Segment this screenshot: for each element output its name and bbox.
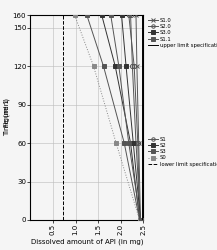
Y-axis label: Time (min): Time (min) (3, 98, 10, 136)
Legend: S1, S2, S3, S0, lower limit specification: S1, S2, S3, S0, lower limit specificatio… (148, 136, 217, 167)
X-axis label: Dissolved amount of API (in mg): Dissolved amount of API (in mg) (31, 238, 143, 245)
Text: Figure 1: Figure 1 (4, 98, 10, 126)
